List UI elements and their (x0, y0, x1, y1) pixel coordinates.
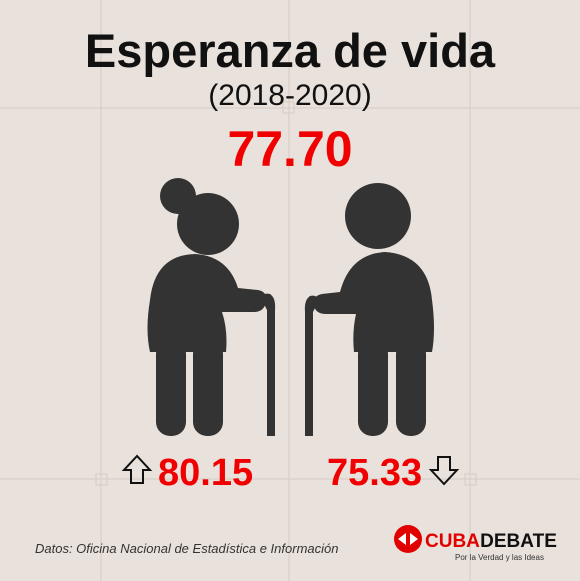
guide-box (282, 101, 295, 114)
arrow-up-icon (121, 454, 153, 484)
logo-part1: CUBA (425, 531, 480, 552)
logo-arrows (398, 533, 418, 545)
subtitle: (2018-2020) (208, 79, 371, 112)
male-value: 75.33 (327, 452, 422, 494)
man-figure (304, 183, 434, 436)
guide-box (464, 473, 477, 486)
source: Datos: Oficina Nacional de Estadística e… (35, 541, 338, 556)
female-value: 80.15 (158, 452, 253, 494)
logo-icon (394, 525, 422, 553)
woman-figure (147, 178, 276, 436)
logo: CUBA DEBATE Por la Verdad y las Ideas (394, 525, 557, 562)
logo-tagline: Por la Verdad y las Ideas (455, 553, 544, 562)
logo-part2: DEBATE (480, 531, 557, 552)
arrow-down-icon (428, 456, 460, 486)
title: Esperanza de vida (85, 24, 496, 77)
guide-box (95, 473, 108, 486)
overall-value: 77.70 (227, 121, 352, 177)
